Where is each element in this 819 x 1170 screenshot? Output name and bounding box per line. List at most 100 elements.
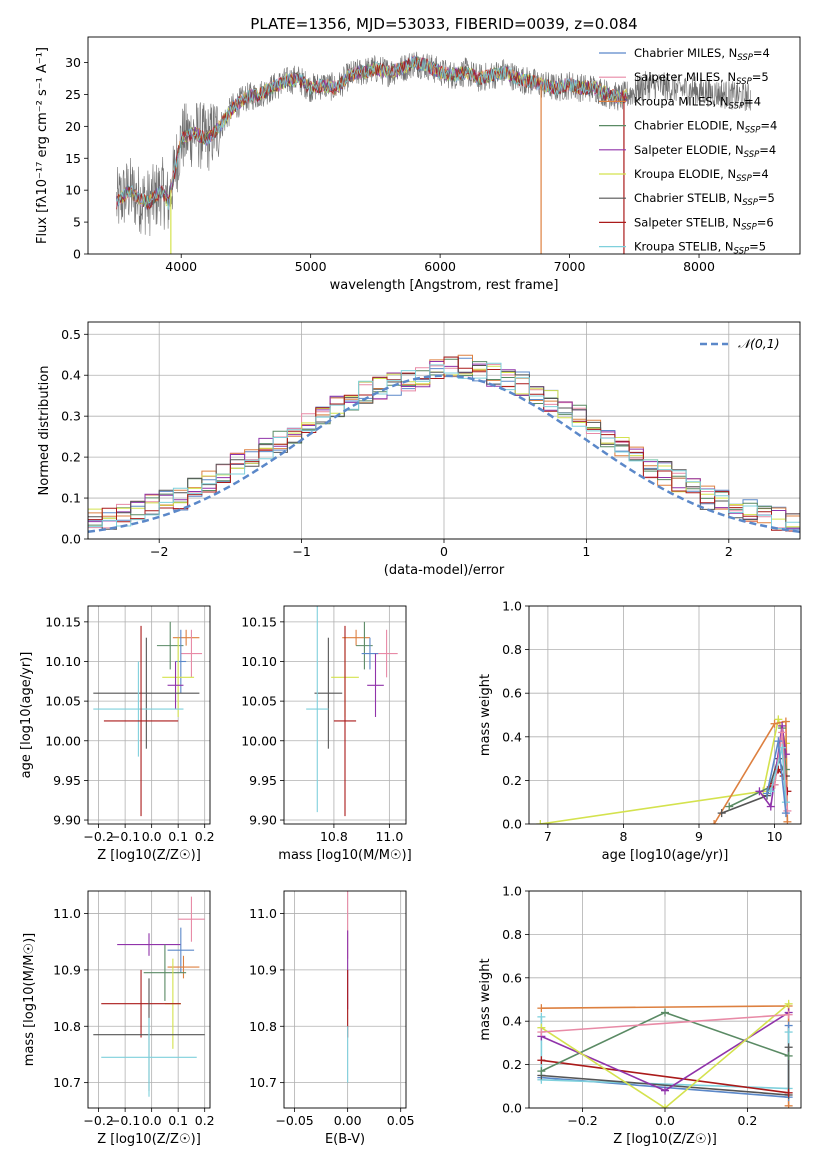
x-tick-label: 6000 [424, 259, 456, 274]
y-tick-label: 10.10 [241, 654, 277, 669]
panel-mass-vs-Z: −0.2−0.1 0.0 0.1 0.2 10.7 10.8 10.9 11.0 Z [log1… [22, 890, 215, 1147]
y-tick-label: 10.15 [241, 614, 277, 629]
plot-area [306, 606, 398, 817]
y-axis-label: mass weight [478, 674, 493, 756]
y-tick-label: 9.90 [53, 813, 81, 828]
axes-frame [528, 890, 802, 1109]
x-tick-label: 8000 [683, 259, 715, 274]
y-tick-label: 0 [73, 247, 81, 262]
y-tick-label: 10.9 [249, 962, 277, 977]
x-tick-label: 0.1 [168, 829, 188, 844]
legend-label: 𝒩(0,1) [738, 336, 780, 351]
x-axis-label: Z [log10(Z/Z☉)] [97, 848, 201, 863]
y-tick-label: 10.7 [249, 1075, 277, 1090]
panel-spectrum: 4000 5000 6000 7000 8000 0 5 10 15 20 25 30 waveleng… [35, 36, 801, 293]
y-tick-label: 9.95 [53, 773, 81, 788]
y-tick-label: 10.00 [241, 733, 277, 748]
y-tick-label: 15 [65, 151, 81, 166]
x-tick-label: 0.2 [737, 1113, 757, 1128]
x-axis-label: mass [log10(M/M☉)] [278, 848, 411, 863]
panel-weight-vs-age: 7 8 9 10 0.0 0.2 0.4 0.6 0.8 1.0 age [log10(age/yr… [478, 599, 802, 863]
x-tick-label: 0.2 [195, 1113, 215, 1128]
panel-mass-vs-ebv: −0.05 0.00 0.05 10.7 10.8 10.9 11.0 E(B-V) [249, 890, 415, 1147]
panel-residuals: −2 −1 0 1 2 0.0 0.1 0.2 0.3 0.4 0.5 (data-model)/er… [37, 321, 801, 578]
y-tick-label: 0.6 [502, 970, 522, 985]
x-tick-label: −0.2 [83, 829, 113, 844]
x-axis-label: age [log10(age/yr)] [602, 848, 729, 863]
y-tick-label: 0.4 [502, 1014, 522, 1029]
axes-frame [87, 36, 801, 255]
axes-frame [283, 605, 407, 825]
panel-age-vs-Z: −0.2−0.1 0.0 0.1 0.2 9.90 9.95 10.00 10.05 10.10… [19, 605, 215, 863]
weight-line [541, 1013, 789, 1033]
y-tick-label: 11.0 [53, 906, 81, 921]
x-tick-label: 1 [582, 544, 590, 559]
plot-area [537, 999, 793, 1108]
y-tick-label: 9.95 [249, 773, 277, 788]
spectrum-legend: Chabrier MILES, NSSP=4 Salpeter MILES, NS… [599, 46, 777, 257]
y-tick-label: 10.05 [241, 694, 277, 709]
axes-frame [528, 605, 802, 825]
x-tick-label: 4000 [165, 259, 197, 274]
histogram-step-line [88, 361, 800, 534]
y-axis-label: Normed distribution [37, 366, 52, 496]
histogram-step-line [88, 358, 800, 530]
panel-age-vs-mass: 10.8 11.0 9.90 9.95 10.00 10.05 10.10 10.15 mass… [241, 605, 412, 863]
y-tick-label: 0.1 [61, 491, 81, 506]
legend-label: Salpeter MILES, NSSP=5 [634, 70, 769, 87]
y-tick-label: 10.15 [45, 614, 81, 629]
x-tick-label: −0.2 [83, 1113, 113, 1128]
x-tick-label: 0.0 [142, 829, 162, 844]
y-tick-label: 30 [65, 55, 81, 70]
panel-weight-vs-Z: −0.2 0.0 0.2 0.0 0.2 0.4 0.6 0.8 1.0 Z [log10(Z/Z… [478, 884, 802, 1147]
y-tick-label: 10.7 [53, 1075, 81, 1090]
y-tick-label: 0.6 [502, 686, 522, 701]
legend-label: Chabrier STELIB, NSSP=5 [634, 191, 775, 208]
y-tick-label: 0.2 [61, 450, 81, 465]
x-axis-label: (data-model)/error [384, 563, 505, 578]
legend-label: Kroupa STELIB, NSSP=5 [634, 240, 766, 257]
y-axis-label: age [log10(age/yr)] [19, 652, 34, 779]
y-tick-label: 1.0 [502, 884, 522, 899]
x-tick-label: 0 [440, 544, 448, 559]
y-tick-label: 0.4 [61, 368, 81, 383]
axes-frame [87, 890, 211, 1109]
y-tick-label: 25 [65, 87, 81, 102]
y-tick-label: 0.0 [502, 817, 522, 832]
weight-line [713, 720, 789, 824]
y-tick-label: 0.4 [502, 729, 522, 744]
model-fit-line [116, 55, 628, 210]
x-tick-label: 0.1 [168, 1113, 188, 1128]
histogram-step-line [88, 363, 800, 529]
y-tick-label: 5 [73, 215, 81, 230]
x-tick-label: 0.00 [334, 1113, 362, 1128]
legend-label: Salpeter STELIB, NSSP=6 [634, 215, 774, 232]
weight-line [541, 1059, 789, 1094]
y-axis-label: mass weight [478, 958, 493, 1040]
plot-area [93, 896, 205, 1097]
x-tick-label: 2 [725, 544, 733, 559]
x-tick-label: 5000 [295, 259, 327, 274]
y-tick-label: 9.90 [249, 813, 277, 828]
y-tick-label: 0.8 [502, 927, 522, 942]
y-tick-label: 0.2 [502, 1057, 522, 1072]
figure-panels: 4000 5000 6000 7000 8000051015202530waveleng… [19, 36, 802, 1147]
plot-area [93, 621, 203, 817]
y-tick-label: 10.00 [45, 733, 81, 748]
weight-line [540, 716, 787, 824]
x-tick-label: 0.0 [655, 1113, 675, 1128]
y-tick-label: 1.0 [502, 599, 522, 614]
x-tick-label: 0.2 [195, 829, 215, 844]
x-tick-label: −0.2 [567, 1113, 597, 1128]
normal-reference-curve [88, 374, 800, 534]
y-tick-label: 10.10 [45, 654, 81, 669]
axes-frame [87, 605, 211, 825]
y-tick-label: 10.8 [53, 1019, 81, 1034]
y-tick-label: 10.05 [45, 694, 81, 709]
histogram-step-line [88, 357, 800, 534]
x-tick-label: 0.05 [387, 1113, 415, 1128]
legend-label: Kroupa MILES, NSSP=4 [634, 94, 761, 111]
y-tick-label: 0.0 [502, 1101, 522, 1116]
x-axis-label: Z [log10(Z/Z☉)] [613, 1132, 717, 1147]
